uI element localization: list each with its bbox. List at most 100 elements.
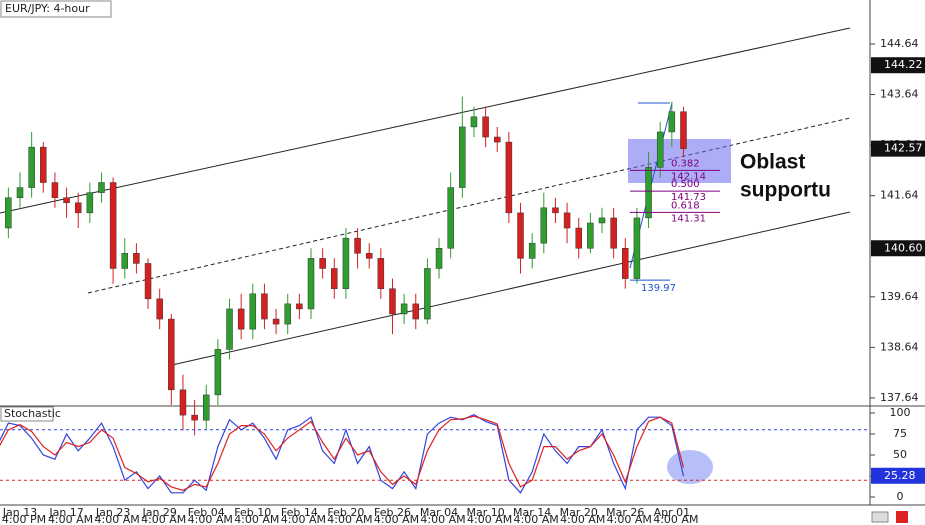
y-tick-label: 144.64 — [880, 37, 919, 50]
candle-body — [86, 192, 94, 214]
candle-body — [435, 248, 443, 269]
y-tick-label: 141.64 — [880, 189, 919, 202]
x-time-label: 4:00 AM — [327, 513, 372, 525]
price-label-box — [871, 140, 925, 157]
x-tick-label: Mar 10 — [466, 506, 504, 519]
candle-body — [202, 394, 210, 421]
value-label-box — [871, 467, 925, 484]
fib-price: 141.73 — [671, 192, 706, 203]
candle-body — [377, 258, 385, 289]
fib-ratio: 0.618 — [671, 200, 700, 211]
x-time-label: 4:00 AM — [467, 513, 512, 525]
x-tick-label: Jan 13 — [2, 506, 37, 519]
candle-body — [261, 293, 268, 320]
x-time-label: 4:00 PM — [2, 513, 46, 525]
candle-body — [144, 263, 152, 300]
candle-body — [424, 268, 431, 320]
fib-low-label: 139.97 — [641, 283, 676, 294]
stochastic-line — [0, 415, 685, 491]
candle-body — [307, 258, 315, 310]
candle-body — [74, 202, 82, 214]
value-label: 25.28 — [884, 469, 916, 482]
candle-body — [5, 197, 12, 229]
channel-lower — [171, 211, 851, 366]
chart-title: EUR/JPY: 4-hour — [5, 2, 90, 15]
candle-body — [517, 212, 524, 259]
candle-body — [656, 131, 664, 168]
candle-body — [563, 212, 571, 229]
x-tick-label: Mar 04 — [420, 506, 458, 519]
candle-body — [552, 207, 559, 214]
candle-body — [98, 182, 105, 193]
fib-price: 141.31 — [671, 213, 706, 224]
price-label: 142.57 — [884, 142, 923, 155]
candle-body — [214, 349, 222, 396]
stochastic-line — [0, 414, 685, 494]
x-tick-label: Apr 01 — [654, 506, 691, 519]
candle-body — [40, 146, 47, 183]
candle-body — [342, 237, 350, 289]
y-tick-label: 139.64 — [880, 290, 919, 303]
candle-body — [587, 222, 594, 249]
scroll-icon[interactable] — [871, 511, 889, 523]
y-tick-label: 75 — [893, 427, 907, 440]
price-label-box — [871, 57, 925, 74]
x-time-label: 4:00 AM — [234, 513, 279, 525]
x-tick-label: Jan 23 — [95, 506, 130, 519]
y-tick-label: 143.64 — [880, 88, 919, 101]
candle-body — [296, 303, 303, 310]
y-tick-label: 50 — [893, 448, 907, 461]
candle-body — [319, 258, 326, 269]
x-time-label: 4:00 AM — [48, 513, 93, 525]
candle-body — [272, 318, 280, 325]
candle-body — [28, 146, 35, 188]
x-tick-label: Mar 20 — [560, 506, 598, 519]
y-tick-label: 138.64 — [880, 340, 919, 353]
title-box — [0, 0, 112, 18]
candle-body — [633, 217, 641, 279]
x-tick-label: Feb 20 — [327, 506, 364, 519]
candle-body — [680, 111, 687, 149]
x-time-label: 4:00 AM — [281, 513, 326, 525]
indicator-title-box — [0, 406, 54, 422]
candle-body — [179, 389, 187, 416]
candle-body — [505, 141, 513, 214]
highlight — [667, 450, 713, 484]
candle-body — [482, 116, 489, 138]
candle-body — [16, 187, 24, 198]
fib-ratio: 0.500 — [671, 179, 700, 190]
candle-body — [51, 182, 59, 198]
candle-body — [109, 182, 117, 269]
indicator-title: Stochastic — [4, 407, 61, 420]
candle-body — [610, 217, 617, 249]
x-time-label: 4:00 AM — [420, 513, 465, 525]
candle-body — [400, 303, 408, 315]
candle-body — [412, 303, 420, 320]
support-zone — [628, 139, 731, 183]
candle-body — [622, 248, 629, 279]
candle-body — [331, 268, 338, 289]
annotation: supportu — [740, 179, 831, 202]
end-icon[interactable] — [896, 511, 908, 523]
x-tick-label: Feb 10 — [234, 506, 271, 519]
price-label: 144.22 — [884, 58, 923, 71]
candle-body — [540, 207, 548, 244]
y-tick-label: 137.64 — [880, 391, 919, 404]
x-time-label: 4:00 AM — [560, 513, 605, 525]
candle-body — [528, 242, 536, 259]
x-time-label: 4:00 AM — [95, 513, 140, 525]
candle-body — [121, 253, 129, 269]
candle-body — [459, 126, 466, 188]
x-time-label: 4:00 AM — [607, 513, 652, 525]
annotation: Oblast — [740, 151, 805, 174]
candle-body — [470, 116, 478, 128]
x-time-label: 4:00 AM — [188, 513, 233, 525]
candle-body — [191, 414, 198, 421]
price-label: 140.60 — [884, 241, 923, 254]
candle-body — [598, 217, 606, 224]
x-tick-label: Jan 17 — [48, 506, 83, 519]
y-tick-label: 0 — [897, 490, 904, 503]
